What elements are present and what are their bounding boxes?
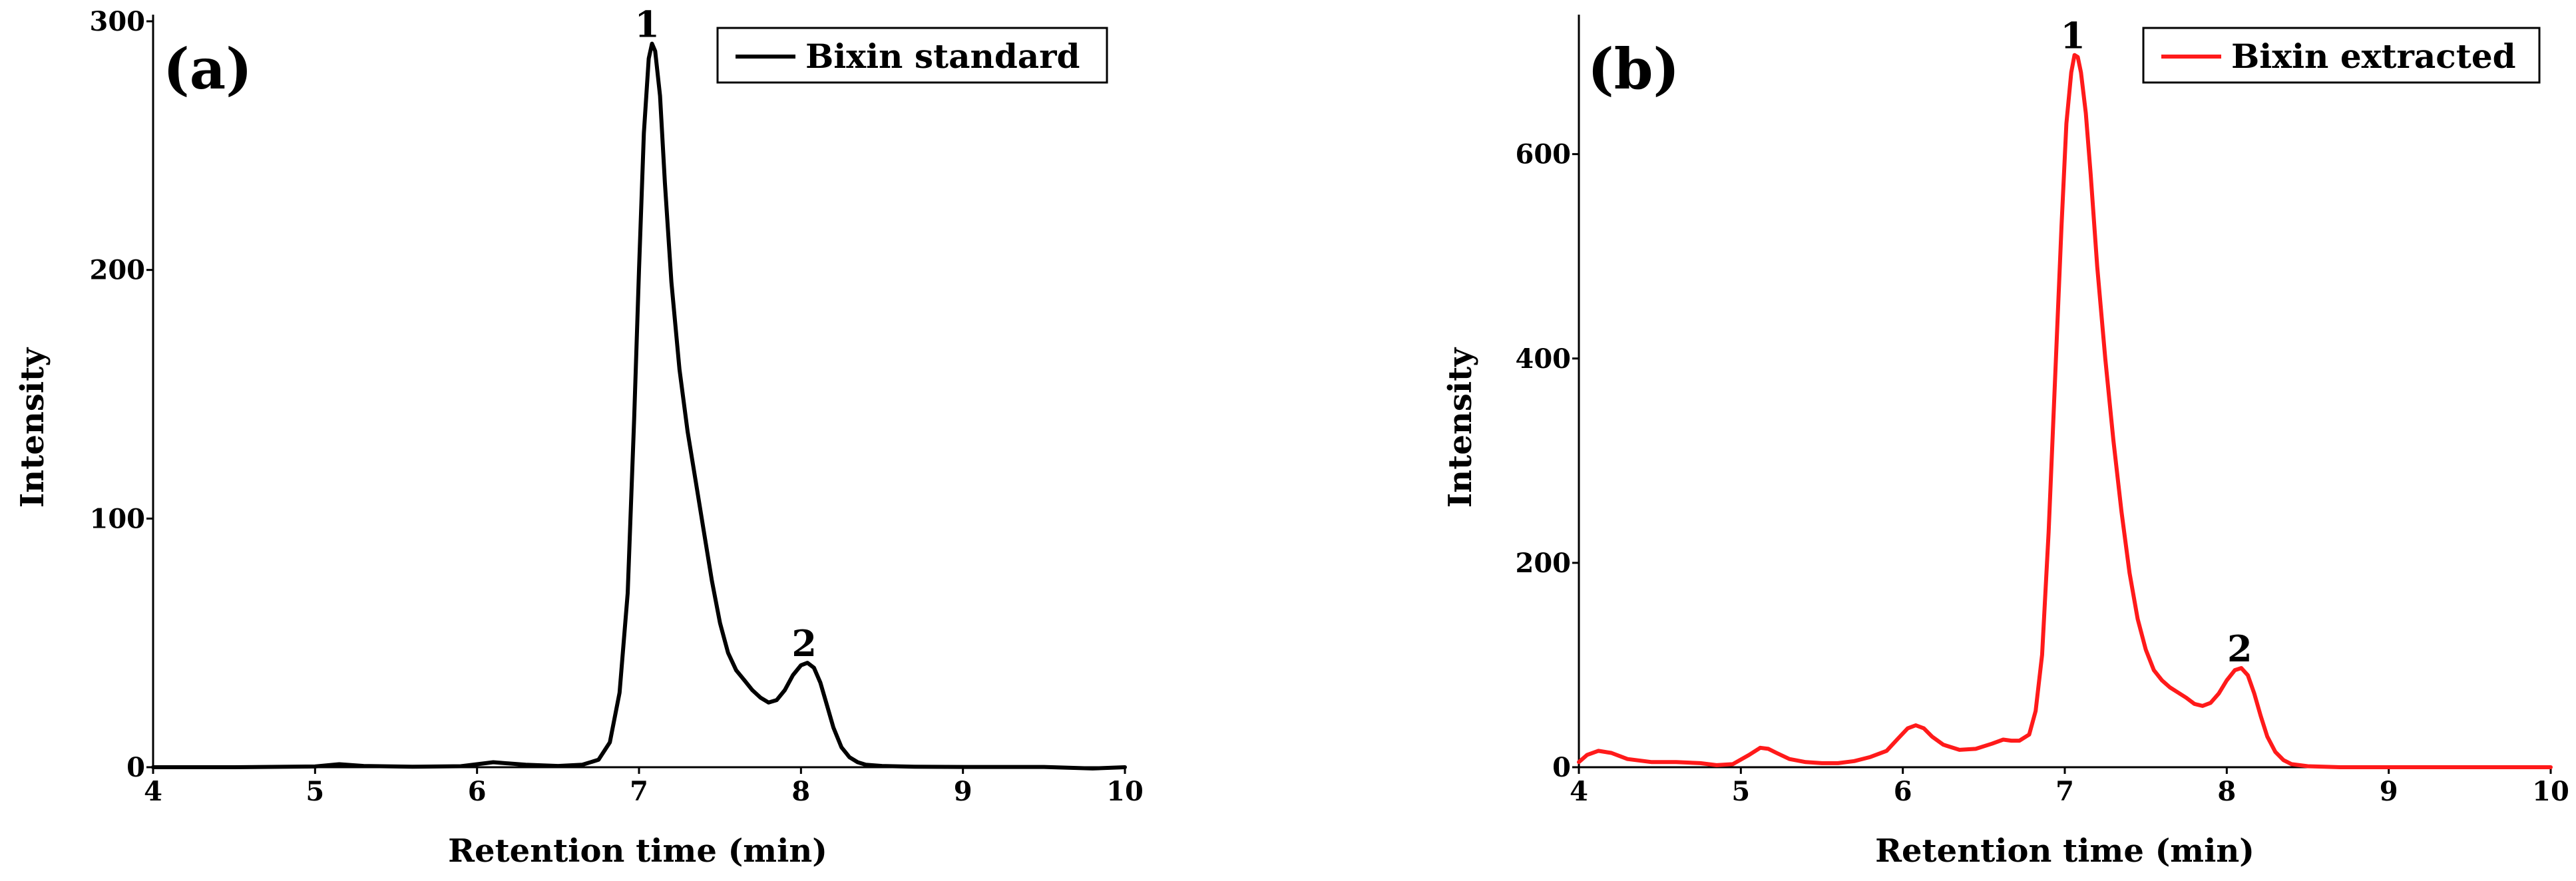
- series-line-a: [151, 41, 1127, 771]
- legend-b: Bixin extracted: [2142, 27, 2541, 84]
- y-tick-label-b: 200: [1516, 548, 1572, 579]
- legend-label-b: Bixin extracted: [2231, 37, 2516, 76]
- y-tick-label-b: 0: [1552, 752, 1571, 783]
- y-tick-label-a: 300: [90, 6, 146, 37]
- x-tick-label-a: 4: [144, 776, 162, 807]
- legend-label-a: Bixin standard: [805, 37, 1080, 76]
- panel-label-a: (a): [163, 36, 252, 102]
- x-tick-label-b: 4: [1570, 776, 1588, 807]
- y-tick-label-a: 200: [90, 255, 146, 286]
- y-tick-label-b: 400: [1516, 343, 1572, 375]
- x-axis-title-b: Retention time (min): [1875, 832, 2254, 870]
- x-tick-label-b: 6: [1894, 776, 1912, 807]
- x-tick-label-b: 9: [2380, 776, 2398, 807]
- x-tick-label-b: 5: [1731, 776, 1750, 807]
- x-tick-label-b: 7: [2055, 776, 2074, 807]
- peak-label-b-2: 2: [2227, 627, 2253, 670]
- y-tick-label-a: 100: [90, 503, 146, 534]
- y-axis-title-a: Intensity: [14, 347, 51, 508]
- x-tick-label-a: 6: [468, 776, 487, 807]
- peak-label-b-1: 1: [2060, 15, 2085, 57]
- x-tick-label-a: 5: [306, 776, 324, 807]
- x-tick-label-b: 8: [2217, 776, 2236, 807]
- x-axis-title-a: Retention time (min): [448, 832, 827, 870]
- x-tick-label-a: 10: [1106, 776, 1144, 807]
- legend-a: Bixin standard: [716, 27, 1108, 84]
- y-axis-title-b: Intensity: [1442, 347, 1479, 508]
- peak-label-a-2: 2: [791, 622, 817, 665]
- y-tick-label-b: 600: [1516, 139, 1572, 170]
- series-line-b: [1577, 53, 2553, 769]
- x-tick-label-b: 10: [2532, 776, 2569, 807]
- x-tick-label-a: 7: [630, 776, 648, 807]
- chart-panel-a: (a) Intensity Retention time (min) Bixin…: [14, 3, 1144, 870]
- chart-panel-b: (b) Intensity Retention time (min) Bixin…: [1442, 15, 2569, 870]
- panel-label-b: (b): [1588, 36, 1679, 102]
- x-tick-label-a: 8: [791, 776, 810, 807]
- x-tick-label-a: 9: [954, 776, 972, 807]
- y-tick-label-a: 0: [126, 752, 145, 783]
- peak-label-a-1: 1: [634, 3, 660, 46]
